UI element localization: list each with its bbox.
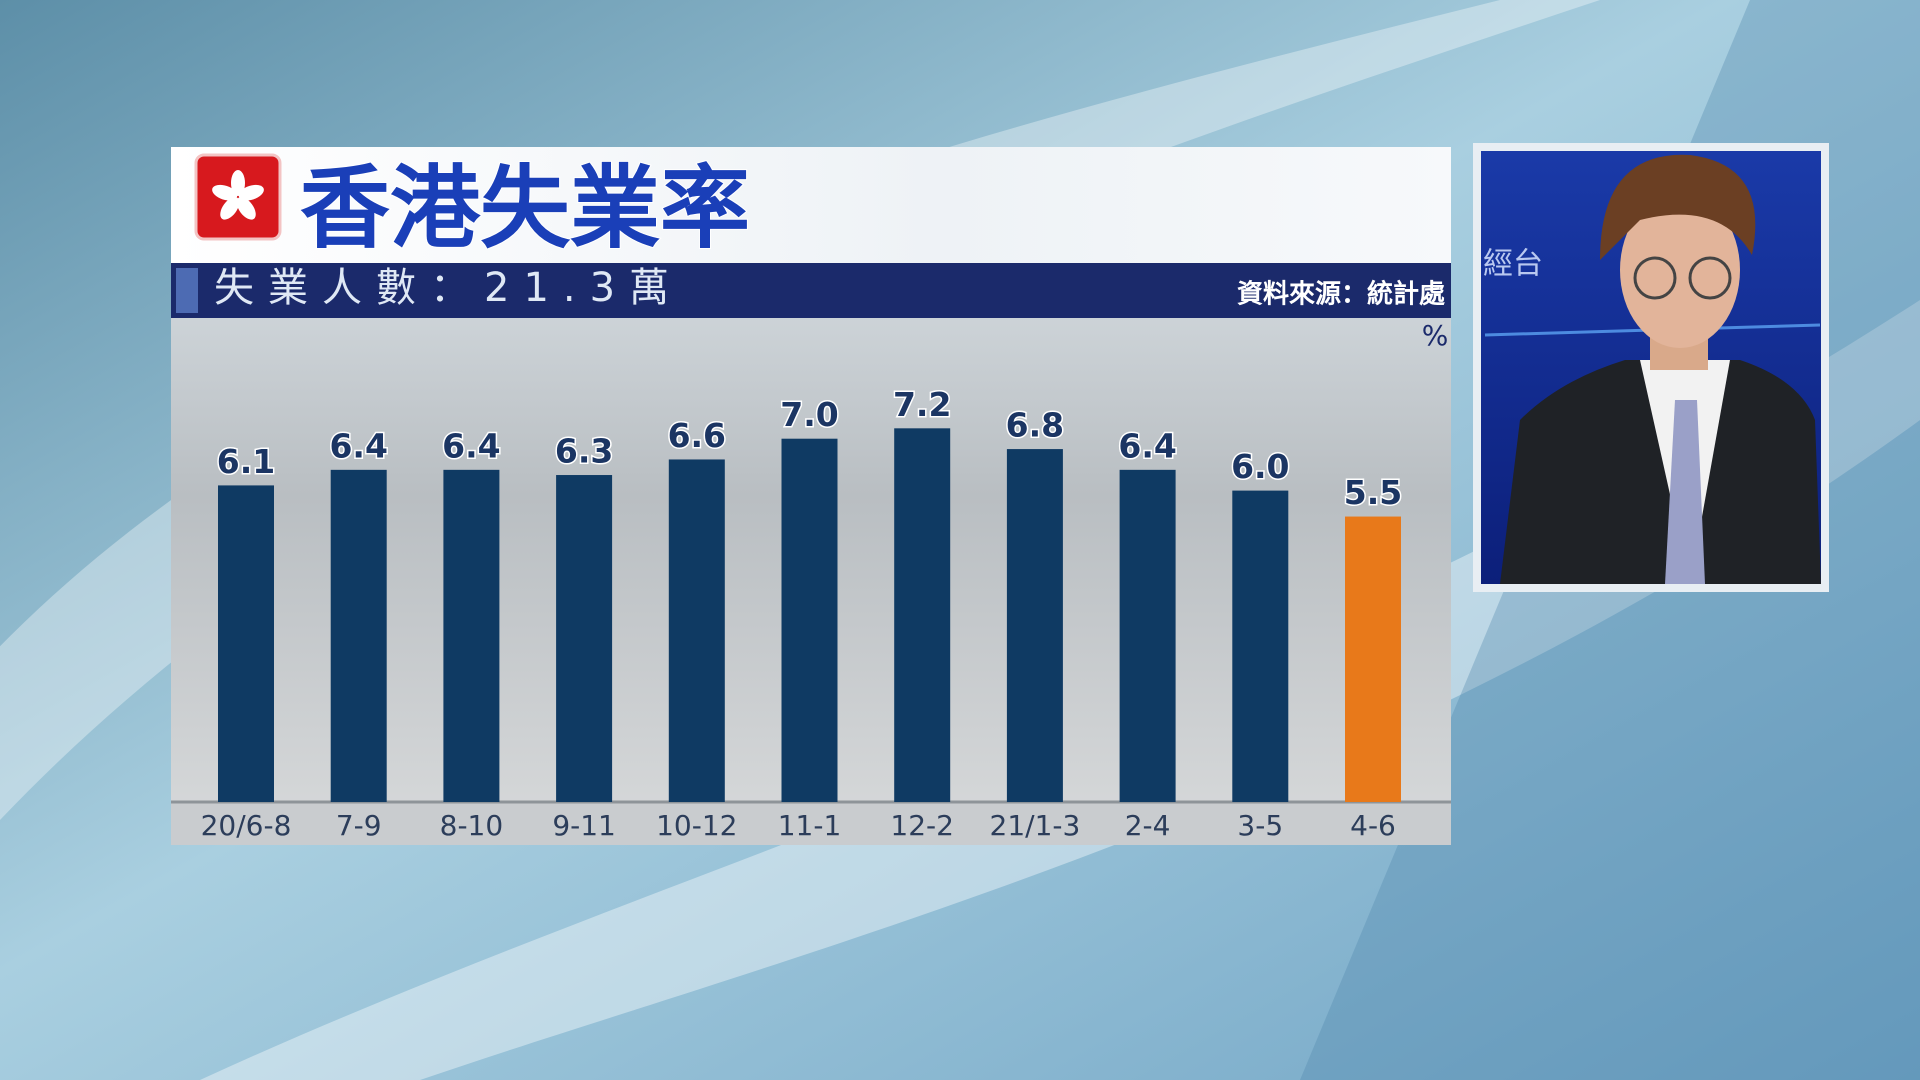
subtitle: 失業人數：21.3萬: [214, 265, 683, 311]
bar: [1119, 469, 1176, 802]
source: 資料來源：統計處: [1237, 279, 1445, 310]
value-label: 5.5: [1344, 473, 1402, 512]
subtitle-bar: [171, 263, 1451, 318]
x-tick-label: 3-5: [1237, 809, 1283, 842]
x-tick-label: 20/6-8: [201, 809, 292, 842]
inset-logo-text: 經台: [1483, 247, 1543, 282]
x-tick-label: 12-2: [890, 809, 954, 842]
glasses: [1688, 256, 1732, 300]
value-label: 6.4: [442, 426, 500, 465]
hair: [1600, 154, 1756, 260]
bar: [668, 459, 725, 802]
value-label: 7.0: [780, 395, 838, 434]
presenter-inset: 經台: [1473, 143, 1829, 592]
value-label: 6.6: [668, 416, 726, 455]
x-tick-label: 8-10: [440, 809, 504, 842]
bar: [330, 469, 387, 802]
bar: [1232, 490, 1289, 802]
suit: [1500, 360, 1821, 584]
bar: [894, 428, 951, 802]
x-tick-label: 2-4: [1125, 809, 1171, 842]
flag: [194, 153, 282, 241]
value-label: 6.3: [555, 432, 613, 471]
unit: %: [1422, 319, 1449, 352]
chart-title: 香港失業率: [300, 156, 750, 261]
bar: [1006, 449, 1063, 802]
bar: [556, 475, 613, 802]
value-label: 7.2: [893, 385, 951, 424]
bar: [781, 438, 838, 802]
category-band: [171, 802, 1451, 845]
value-label: 6.1: [217, 442, 275, 481]
x-tick-label: 10-12: [656, 809, 737, 842]
bar: [218, 485, 274, 802]
value-label: 6.8: [1006, 406, 1064, 445]
x-tick-label: 7-9: [336, 809, 382, 842]
value-label: 6.4: [1118, 426, 1176, 465]
bar: [443, 469, 500, 802]
title-band: [171, 147, 1451, 263]
x-tick-label: 11-1: [778, 809, 842, 842]
bar: [1345, 516, 1401, 802]
value-label: 6.4: [329, 426, 387, 465]
x-tick-label: 9-11: [552, 809, 616, 842]
value-label: 6.0: [1231, 447, 1289, 486]
subtitle-accent: [176, 268, 198, 313]
x-tick-label: 21/1-3: [990, 809, 1081, 842]
tie: [1665, 400, 1705, 584]
glasses: [1633, 256, 1677, 300]
x-tick-label: 4-6: [1350, 809, 1396, 842]
plot: 20/6-8 6.1 7-9 6.4 8-10 6.4 9-11 6.3 10-12 6.6 11-…: [201, 383, 1404, 842]
face: [1620, 192, 1740, 348]
